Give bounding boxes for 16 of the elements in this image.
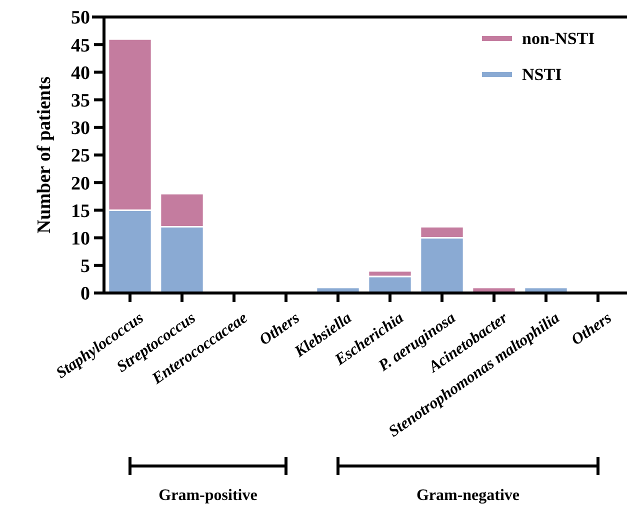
- y-tick-label: 25: [71, 146, 90, 167]
- y-tick-label: 10: [71, 228, 90, 250]
- y-tick-label: 45: [71, 35, 90, 56]
- y-tick-label: 0: [80, 284, 90, 305]
- y-tick-label: 5: [80, 256, 90, 278]
- y-tick-label: 20: [71, 173, 90, 194]
- legend-label: NSTI: [522, 64, 562, 84]
- legend-label: non-NSTI: [522, 28, 596, 48]
- y-tick-label: 15: [71, 200, 90, 222]
- y-tick-label: 50: [71, 8, 90, 29]
- y-axis-title: Number of patients: [34, 76, 55, 234]
- y-tick-label: 40: [71, 62, 90, 84]
- y-tick-label: 35: [71, 90, 90, 112]
- text: Gram-negative: [416, 487, 520, 504]
- y-tick-label: 30: [71, 118, 90, 140]
- text: Gram-positive: [158, 487, 258, 504]
